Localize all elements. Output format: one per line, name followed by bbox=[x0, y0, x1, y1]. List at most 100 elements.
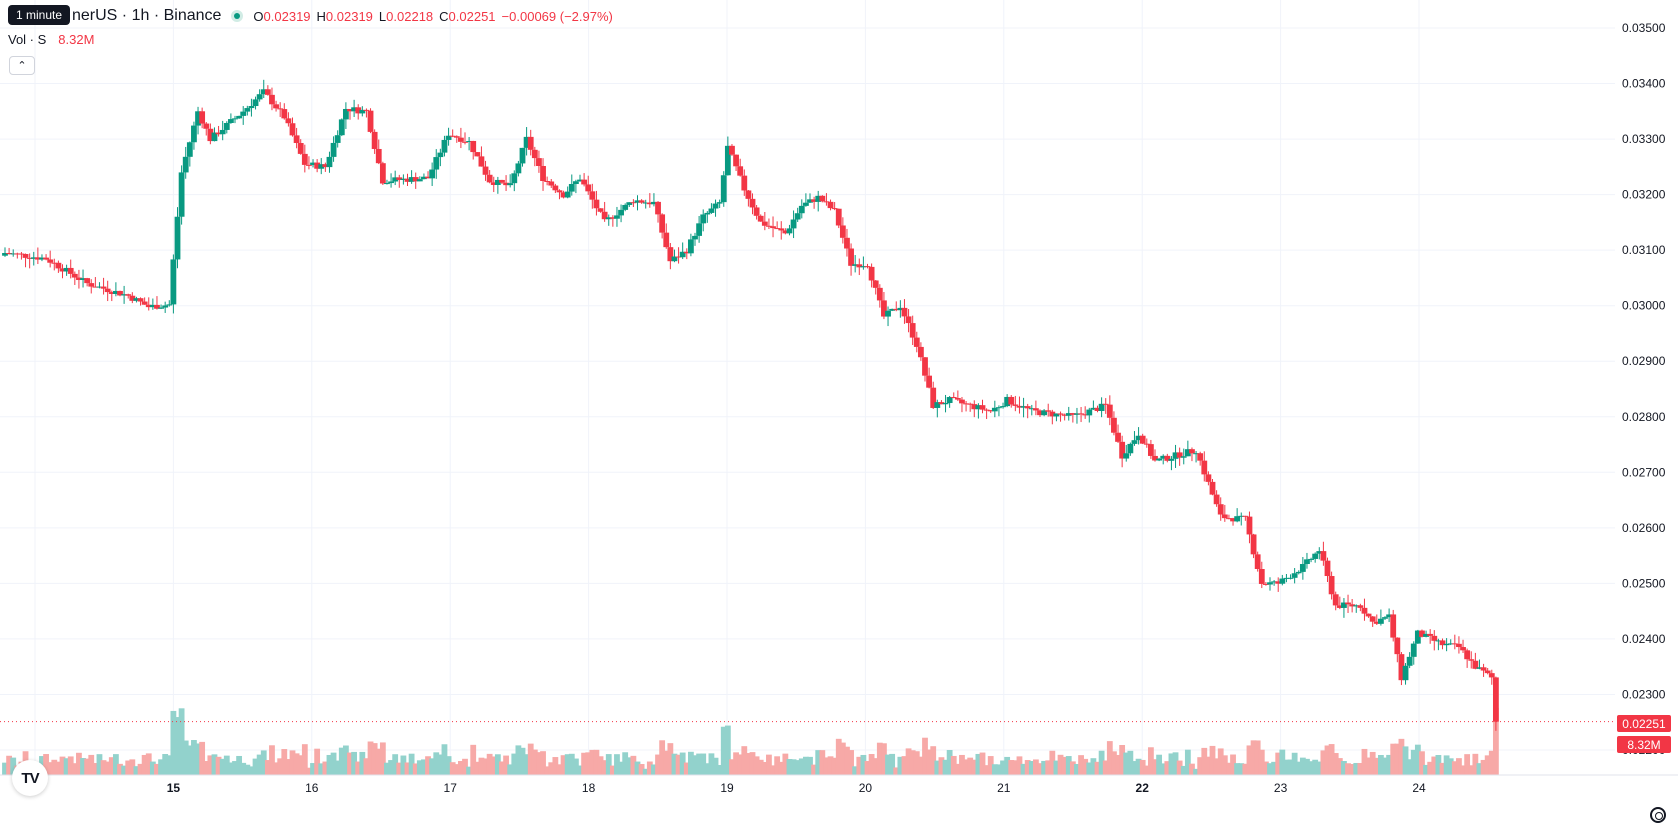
volume-label[interactable]: Vol · S bbox=[8, 32, 47, 47]
candle bbox=[1456, 636, 1462, 654]
volume-bar bbox=[720, 726, 727, 775]
volume-bar bbox=[577, 765, 583, 775]
candle bbox=[1336, 596, 1343, 610]
volume-bar bbox=[322, 761, 329, 775]
candle bbox=[494, 176, 501, 194]
volume-bar bbox=[1217, 748, 1224, 775]
volume-bar bbox=[1098, 750, 1105, 775]
candle bbox=[51, 258, 58, 271]
volume-bar bbox=[1209, 745, 1216, 775]
candle bbox=[1226, 514, 1232, 520]
volume-bar bbox=[807, 756, 813, 775]
candle bbox=[2, 247, 8, 257]
candle bbox=[14, 252, 21, 259]
candle bbox=[1332, 591, 1339, 611]
high-label: H bbox=[316, 8, 326, 24]
time-axis[interactable]: 1415161718192021222324 bbox=[0, 774, 1678, 795]
volume-bar bbox=[63, 758, 70, 775]
candle bbox=[568, 174, 575, 196]
volume-bar bbox=[1147, 747, 1154, 775]
candle bbox=[934, 399, 941, 418]
candle bbox=[1078, 406, 1084, 423]
volume-bar bbox=[552, 757, 559, 775]
candle bbox=[441, 135, 448, 157]
candle bbox=[971, 400, 978, 418]
volume-bar bbox=[125, 760, 132, 775]
candle bbox=[1254, 551, 1261, 572]
candle bbox=[1262, 582, 1269, 586]
market-status-icon[interactable] bbox=[231, 10, 244, 22]
candle bbox=[1328, 571, 1335, 600]
candle bbox=[798, 199, 805, 219]
volume-bar bbox=[700, 753, 707, 775]
volume-bar bbox=[499, 761, 505, 775]
candle bbox=[117, 290, 123, 297]
candle bbox=[531, 146, 538, 167]
symbol-title[interactable]: nerUS · 1h · Binance bbox=[72, 7, 222, 24]
candle bbox=[1221, 504, 1228, 522]
volume-bar bbox=[889, 753, 896, 775]
candle bbox=[1484, 668, 1491, 675]
volume-bar bbox=[330, 752, 337, 775]
candle bbox=[1287, 574, 1294, 580]
candle bbox=[708, 203, 715, 214]
candle bbox=[104, 280, 111, 302]
candle bbox=[112, 282, 119, 297]
volume-bar bbox=[186, 745, 193, 775]
volume-bar bbox=[540, 751, 546, 775]
candle bbox=[1492, 676, 1499, 731]
volume-bar bbox=[556, 764, 563, 775]
candle bbox=[256, 89, 263, 102]
collapse-legend-button[interactable]: ⌃ bbox=[9, 56, 35, 75]
volume-bar bbox=[1369, 751, 1376, 775]
volume-bar bbox=[1320, 750, 1327, 775]
candle bbox=[897, 300, 904, 318]
volume-bar bbox=[601, 760, 608, 775]
volume-bar bbox=[1287, 759, 1294, 775]
volume-bar bbox=[1480, 759, 1487, 775]
candle bbox=[338, 118, 345, 137]
candle bbox=[1180, 448, 1187, 465]
candle bbox=[786, 224, 793, 236]
volume-bar bbox=[913, 751, 920, 775]
volume-bar bbox=[285, 759, 292, 775]
candle bbox=[1390, 609, 1397, 642]
candle bbox=[1184, 440, 1191, 457]
candle bbox=[408, 170, 415, 184]
candle bbox=[219, 120, 226, 141]
candle bbox=[1127, 442, 1134, 456]
candle bbox=[22, 253, 29, 268]
candle bbox=[950, 392, 957, 399]
tradingview-logo-icon[interactable]: TV bbox=[12, 760, 48, 796]
candle bbox=[885, 306, 891, 327]
volume-bar bbox=[112, 754, 119, 775]
volume-bar bbox=[1221, 755, 1228, 775]
candle bbox=[1427, 629, 1434, 644]
volume-bar bbox=[47, 762, 54, 775]
candle bbox=[289, 117, 296, 137]
price-tick-label: 0.03100 bbox=[1622, 243, 1666, 257]
volume-bar bbox=[1197, 757, 1204, 775]
candle bbox=[474, 151, 481, 157]
volume-bar bbox=[1176, 760, 1183, 775]
price-axis[interactable]: 0.03500 0.03400 0.03300 0.03200 0.03100 0.030… bbox=[1622, 21, 1666, 757]
open-label: O bbox=[253, 8, 264, 24]
settings-icon[interactable] bbox=[1650, 807, 1666, 823]
candle bbox=[396, 174, 403, 188]
volume-bar bbox=[1332, 753, 1339, 775]
volume-bar bbox=[55, 761, 62, 775]
candle bbox=[1295, 570, 1302, 575]
candle bbox=[1279, 574, 1286, 586]
volume-bar bbox=[1279, 749, 1286, 775]
volume-bar bbox=[1262, 761, 1269, 775]
candle bbox=[490, 176, 497, 193]
candle bbox=[1275, 577, 1282, 592]
volume-bar bbox=[1078, 755, 1084, 775]
volume-bar bbox=[92, 763, 99, 775]
interval-tooltip: 1 minute bbox=[8, 5, 71, 25]
close-label: C bbox=[439, 8, 449, 24]
volume-bar bbox=[1345, 763, 1351, 775]
volume-bar bbox=[301, 744, 308, 775]
volume-bar bbox=[1382, 757, 1388, 775]
